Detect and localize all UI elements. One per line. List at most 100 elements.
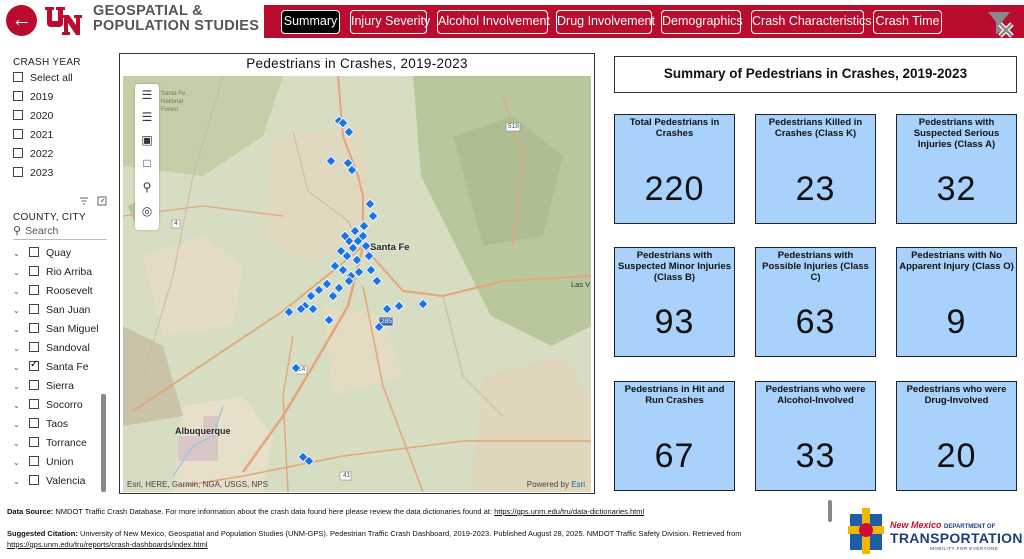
checkbox[interactable]: [13, 129, 23, 139]
chevron-down-icon[interactable]: ⌄: [13, 268, 20, 277]
layers-icon[interactable]: ☰: [141, 110, 153, 124]
chevron-down-icon[interactable]: ⌄: [13, 363, 20, 372]
header: ← GEOSPATIAL & POPULATION STUDIES Summar…: [0, 0, 1024, 44]
checkbox[interactable]: [13, 110, 23, 120]
filter-icon[interactable]: [79, 196, 89, 206]
checkbox[interactable]: [29, 266, 39, 276]
nmdot-department: DEPARTMENT OF: [944, 524, 996, 530]
county-item[interactable]: ⌄ Torrance: [13, 437, 87, 451]
checkbox[interactable]: [29, 247, 39, 257]
county-item[interactable]: ⌄ Sandoval: [13, 342, 90, 356]
map-label-santa-fe: Santa Fe: [370, 242, 410, 253]
county-item[interactable]: ⌄ Socorro: [13, 399, 83, 413]
back-arrow-icon[interactable]: ←: [6, 5, 37, 36]
qr-icon[interactable]: ▣: [141, 133, 153, 147]
county-scrollbar[interactable]: [101, 394, 106, 492]
tab-crash-time[interactable]: Crash Time: [873, 10, 942, 34]
county-item[interactable]: ⌄ Taos: [13, 418, 68, 432]
checkbox[interactable]: [29, 475, 39, 485]
expand-icon[interactable]: [97, 196, 107, 206]
county-item[interactable]: ⌄ San Juan: [13, 304, 90, 318]
menu-icon[interactable]: ☰: [141, 88, 153, 102]
page-scrollbar[interactable]: [828, 500, 832, 522]
chevron-down-icon[interactable]: ⌄: [13, 401, 20, 410]
county-label: San Juan: [46, 304, 91, 316]
chevron-down-icon[interactable]: ⌄: [13, 477, 20, 486]
checkbox[interactable]: [13, 91, 23, 101]
tab-crash-characteristics[interactable]: Crash Characteristics: [751, 10, 871, 34]
tab-alcohol-involvement[interactable]: Alcohol Involvement: [437, 10, 550, 34]
powered-by[interactable]: Powered by Esri: [527, 480, 585, 489]
card-value: 20: [936, 437, 977, 475]
chevron-down-icon[interactable]: ⌄: [13, 249, 20, 258]
checkbox[interactable]: [13, 148, 23, 158]
road-label: 14: [298, 366, 306, 373]
checkbox[interactable]: [13, 167, 23, 177]
nmdot-state: New Mexico: [890, 520, 942, 530]
data-dictionaries-link[interactable]: https://gps.unm.edu/tru/data-dictionarie…: [494, 507, 645, 516]
county-item[interactable]: ⌄ Quay: [13, 247, 71, 261]
clear-filter-icon[interactable]: [986, 10, 1016, 38]
year-option-2021[interactable]: 2021: [13, 129, 53, 143]
summary-title: Summary of Pedestrians in Crashes, 2019-…: [614, 56, 1017, 93]
summary-card: Pedestrians with Possible Injuries (Clas…: [755, 247, 876, 357]
card-label: Pedestrians with Possible Injuries (Clas…: [762, 250, 869, 283]
map-attribution: Esri, HERE, Garmin, NGA, USGS, NPS: [127, 480, 268, 489]
tab-injury-severity[interactable]: Injury Severity: [350, 10, 430, 34]
select-icon[interactable]: □: [143, 156, 151, 170]
year-option-2019[interactable]: 2019: [13, 91, 53, 105]
chevron-down-icon[interactable]: ⌄: [13, 306, 20, 315]
year-option-2022[interactable]: 2022: [13, 148, 53, 162]
summary-card: Pedestrians with Suspected Serious Injur…: [896, 114, 1017, 224]
chevron-down-icon[interactable]: ⌄: [13, 439, 20, 448]
year-option-select-all[interactable]: Select all: [13, 72, 73, 86]
option-label: 2020: [30, 110, 54, 122]
chevron-down-icon[interactable]: ⌄: [13, 382, 20, 391]
chevron-down-icon[interactable]: ⌄: [13, 325, 20, 334]
chevron-down-icon[interactable]: ⌄: [13, 420, 20, 429]
county-label: Socorro: [46, 399, 83, 411]
checkbox[interactable]: [29, 380, 39, 390]
tab-summary[interactable]: Summary: [281, 10, 340, 34]
checkbox[interactable]: [29, 418, 39, 428]
nav-bar: Summary Injury Severity Alcohol Involvem…: [264, 5, 1024, 38]
county-label: San Miguel: [46, 323, 99, 335]
summary-card: Pedestrians Killed in Crashes (Class K) 2…: [755, 114, 876, 224]
county-item[interactable]: ⌄ Sierra: [13, 380, 74, 394]
checkbox[interactable]: [29, 342, 39, 352]
county-item[interactable]: ⌄ Roosevelt: [13, 285, 93, 299]
tab-demographics[interactable]: Demographics: [661, 10, 743, 34]
checkbox[interactable]: [29, 456, 39, 466]
county-item[interactable]: ⌄ Valencia: [13, 475, 86, 489]
option-label: 2023: [30, 167, 54, 179]
tab-drug-involvement[interactable]: Drug Involvement: [556, 10, 655, 34]
option-label: 2021: [30, 129, 54, 141]
crash-dashboards-link[interactable]: https://gps.unm.edu/tru/reports/crash-da…: [7, 540, 208, 549]
checkbox[interactable]: [29, 399, 39, 409]
chevron-down-icon[interactable]: ⌄: [13, 287, 20, 296]
county-item[interactable]: ⌄ San Miguel: [13, 323, 99, 337]
checkbox[interactable]: [29, 304, 39, 314]
year-option-2023[interactable]: 2023: [13, 167, 53, 181]
county-item[interactable]: ⌄ Rio Arriba: [13, 266, 92, 280]
checkbox[interactable]: [29, 359, 39, 371]
chevron-down-icon[interactable]: ⌄: [13, 458, 20, 467]
zia-emblem-icon: [848, 508, 884, 554]
checkbox[interactable]: [13, 72, 23, 82]
county-item[interactable]: ⌄ Union: [13, 456, 73, 470]
chevron-down-icon[interactable]: ⌄: [13, 344, 20, 353]
nmdot-line1: New Mexico DEPARTMENT OF: [890, 520, 995, 530]
crash-map[interactable]: 518 4 14 285 41 Santa Fe National Forest…: [123, 76, 591, 492]
card-value: 9: [946, 303, 967, 341]
county-search-input[interactable]: ⚲ Search: [13, 224, 107, 240]
year-option-2020[interactable]: 2020: [13, 110, 53, 124]
checkbox[interactable]: [29, 285, 39, 295]
search-icon[interactable]: ⚲: [142, 180, 152, 194]
card-label: Total Pedestrians in Crashes: [629, 117, 720, 139]
summary-card: Pedestrians with Suspected Minor Injurie…: [614, 247, 735, 357]
location-icon[interactable]: ◎: [141, 204, 153, 218]
county-item[interactable]: ⌄ Santa Fe: [13, 359, 89, 375]
checkbox[interactable]: [29, 437, 39, 447]
checkbox[interactable]: [29, 323, 39, 333]
esri-link[interactable]: Esri: [571, 480, 585, 489]
